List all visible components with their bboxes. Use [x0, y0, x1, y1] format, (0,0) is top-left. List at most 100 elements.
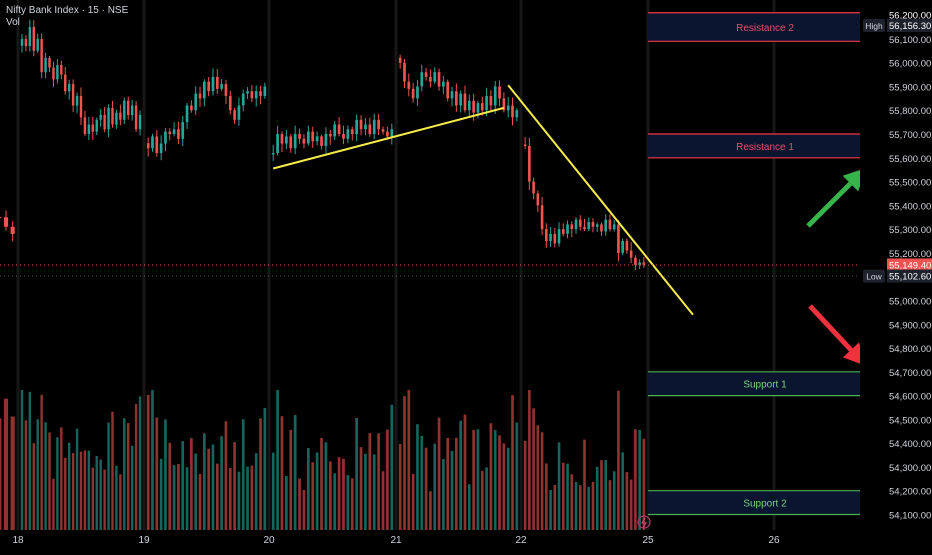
candle-body[interactable]: [591, 222, 595, 227]
candle-body[interactable]: [228, 95, 232, 111]
candle-body[interactable]: [381, 129, 385, 132]
candle-body[interactable]: [523, 144, 527, 146]
candle-body[interactable]: [463, 93, 467, 111]
candle-body[interactable]: [536, 193, 540, 206]
candle-body[interactable]: [99, 115, 102, 120]
candle-body[interactable]: [28, 27, 32, 47]
candle-body[interactable]: [250, 91, 254, 99]
candle-body[interactable]: [403, 62, 406, 82]
candle-body[interactable]: [3, 217, 9, 227]
candle-body[interactable]: [134, 105, 138, 130]
candle-body[interactable]: [271, 153, 275, 155]
candle-body[interactable]: [280, 134, 284, 144]
candle-body[interactable]: [138, 115, 142, 130]
candle-body[interactable]: [259, 91, 262, 96]
candle-body[interactable]: [190, 105, 193, 111]
candle-body[interactable]: [502, 98, 506, 111]
candle-body[interactable]: [194, 93, 198, 111]
candle-body[interactable]: [398, 57, 402, 63]
candle-body[interactable]: [498, 86, 501, 99]
candle-body[interactable]: [130, 105, 134, 116]
candle-body[interactable]: [629, 250, 633, 258]
candle-body[interactable]: [532, 181, 535, 194]
candle-body[interactable]: [315, 136, 319, 142]
candle-body[interactable]: [79, 95, 83, 118]
support-zone[interactable]: Support 1: [648, 371, 882, 397]
candle-body[interactable]: [276, 134, 279, 154]
candle-body[interactable]: [493, 86, 497, 106]
candle-body[interactable]: [75, 95, 79, 106]
candle-body[interactable]: [168, 131, 172, 135]
candle-body[interactable]: [123, 100, 126, 120]
candle-body[interactable]: [71, 84, 75, 106]
candle-body[interactable]: [107, 107, 110, 130]
candle-body[interactable]: [36, 38, 39, 51]
candle-body[interactable]: [442, 81, 445, 87]
time-axis[interactable]: [0, 530, 932, 550]
candle-body[interactable]: [224, 84, 228, 96]
candle-body[interactable]: [263, 86, 267, 96]
candle-body[interactable]: [446, 81, 450, 99]
candle-body[interactable]: [595, 224, 599, 227]
candle-body[interactable]: [485, 95, 488, 111]
symbol-title[interactable]: Nifty Bank Index · 15 · NSE: [6, 5, 129, 16]
candle-body[interactable]: [553, 233, 557, 244]
candle-body[interactable]: [557, 229, 561, 244]
candle-body[interactable]: [56, 65, 59, 80]
candle-body[interactable]: [600, 224, 603, 232]
candle-body[interactable]: [241, 93, 245, 106]
support-zone[interactable]: Support 2: [648, 490, 882, 516]
falling-trendline[interactable]: [507, 84, 694, 316]
candle-body[interactable]: [320, 136, 323, 146]
candle-body[interactable]: [10, 226, 15, 234]
candle-body[interactable]: [638, 262, 641, 265]
candle-body[interactable]: [119, 112, 122, 120]
candle-body[interactable]: [489, 95, 493, 106]
candle-body[interactable]: [32, 27, 35, 51]
candle-body[interactable]: [151, 136, 154, 149]
candle-body[interactable]: [333, 124, 337, 137]
candle-body[interactable]: [377, 119, 380, 130]
candle-body[interactable]: [608, 219, 612, 230]
candle-body[interactable]: [604, 219, 608, 232]
candle-body[interactable]: [302, 138, 306, 144]
candle-body[interactable]: [583, 226, 586, 230]
rising-trendline[interactable]: [272, 106, 505, 170]
candle-body[interactable]: [350, 129, 354, 135]
candle-body[interactable]: [587, 222, 591, 230]
candle-body[interactable]: [411, 88, 415, 99]
candle-body[interactable]: [359, 119, 363, 130]
candle-body[interactable]: [324, 134, 328, 146]
candle-body[interactable]: [328, 134, 332, 137]
candle-body[interactable]: [237, 105, 241, 120]
candle-body[interactable]: [472, 100, 475, 113]
candle-body[interactable]: [467, 100, 471, 111]
candle-body[interactable]: [540, 205, 544, 230]
candle-body[interactable]: [87, 124, 91, 135]
candle-body[interactable]: [306, 131, 310, 144]
resistance-zone[interactable]: Resistance 2: [648, 12, 882, 42]
candle-body[interactable]: [454, 91, 458, 106]
candle-body[interactable]: [372, 119, 376, 135]
candle-body[interactable]: [625, 241, 629, 251]
candle-body[interactable]: [293, 134, 297, 149]
candle-body[interactable]: [185, 105, 189, 123]
candle-body[interactable]: [528, 145, 531, 182]
resistance-zone[interactable]: Resistance 1: [648, 133, 882, 159]
candle-body[interactable]: [549, 233, 552, 242]
candle-body[interactable]: [95, 119, 98, 132]
candle-body[interactable]: [44, 57, 47, 73]
candle-body[interactable]: [634, 257, 637, 265]
candle-body[interactable]: [177, 129, 180, 139]
candle-body[interactable]: [64, 74, 67, 92]
candle-body[interactable]: [52, 67, 55, 80]
candle-body[interactable]: [285, 136, 288, 144]
candle-body[interactable]: [612, 224, 616, 230]
candle-body[interactable]: [437, 72, 441, 87]
candle-body[interactable]: [155, 136, 159, 154]
candle-body[interactable]: [67, 84, 71, 92]
candle-body[interactable]: [506, 105, 510, 111]
candle-body[interactable]: [103, 115, 106, 130]
candle-body[interactable]: [91, 124, 95, 132]
